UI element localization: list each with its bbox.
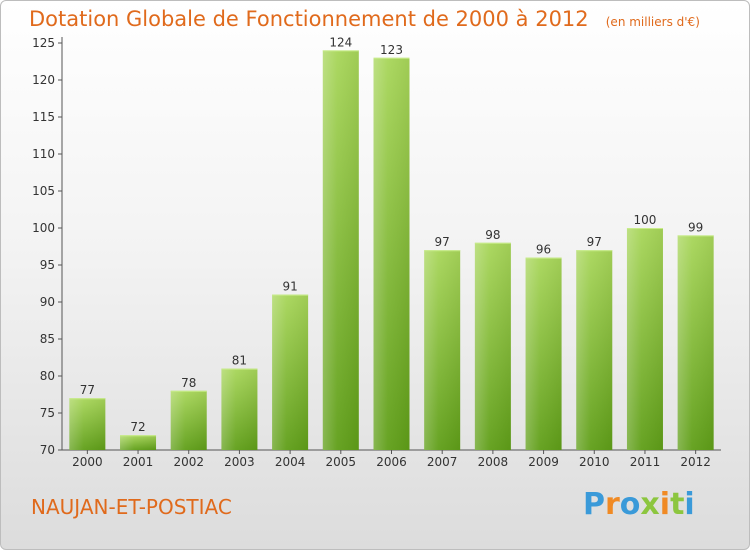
logo-letter: x <box>640 487 660 522</box>
value-label-2001: 72 <box>130 420 145 434</box>
bar-highlight <box>525 257 562 450</box>
bar-highlight <box>120 435 157 450</box>
y-tick-label: 110 <box>32 147 55 161</box>
y-tick-label: 125 <box>32 36 55 50</box>
bar-highlight <box>322 50 359 451</box>
x-tick-label-2001: 2001 <box>123 455 154 469</box>
value-label-2002: 78 <box>181 376 196 390</box>
value-label-2003: 81 <box>232 354 247 368</box>
bar-highlight <box>626 228 663 450</box>
y-tick-label: 70 <box>40 443 55 457</box>
commune-name: NAUJAN-ET-POSTIAC <box>31 495 232 519</box>
logo-letter: i <box>684 487 695 522</box>
value-label-2000: 77 <box>80 383 95 397</box>
x-tick-label-2007: 2007 <box>427 455 458 469</box>
value-label-2008: 98 <box>485 228 500 242</box>
chart-subtitle: (en milliers d'€) <box>605 15 700 29</box>
value-label-2005: 124 <box>329 35 352 49</box>
bar-highlight <box>69 398 106 450</box>
logo-letter: t <box>670 487 685 522</box>
x-tick-label-2009: 2009 <box>528 455 559 469</box>
x-tick-label-2005: 2005 <box>326 455 357 469</box>
bar-highlight <box>373 57 410 451</box>
value-label-2004: 91 <box>282 280 297 294</box>
proxiti-logo: Proxiti <box>583 487 695 522</box>
x-tick-label-2002: 2002 <box>173 455 204 469</box>
axes: 70 75 80 85 90 95 100 105 110 115 120 125 2000 2001 20… <box>32 36 721 469</box>
chart-title: Dotation Globale de Fonctionnement de 20… <box>29 7 589 31</box>
x-tick-label-2000: 2000 <box>72 455 103 469</box>
bars <box>69 50 714 451</box>
value-label-2006: 123 <box>380 43 403 57</box>
y-tick-label: 100 <box>32 221 55 235</box>
logo-letter: r <box>605 487 620 522</box>
x-tick-label-2010: 2010 <box>579 455 610 469</box>
x-tick-label-2004: 2004 <box>275 455 306 469</box>
bar-highlight <box>576 250 613 450</box>
x-tick-label-2012: 2012 <box>680 455 711 469</box>
logo-letter: i <box>659 487 671 522</box>
y-tick-label: 80 <box>40 369 55 383</box>
bar-highlight <box>677 235 714 450</box>
y-tick-label: 115 <box>32 110 55 124</box>
x-tick-label-2011: 2011 <box>630 455 661 469</box>
x-tick-label-2006: 2006 <box>376 455 407 469</box>
y-tick-label: 105 <box>32 184 55 198</box>
x-tick-label-2003: 2003 <box>224 455 255 469</box>
logo-letter: o <box>619 487 641 522</box>
y-tick-label: 85 <box>40 332 55 346</box>
value-labels: 77 72 78 81 91 124 123 97 98 96 97 100 99 <box>80 35 704 434</box>
title-row: Dotation Globale de Fonctionnement de 20… <box>29 7 700 31</box>
bar-highlight <box>474 242 511 450</box>
bar-highlight <box>221 368 258 450</box>
bar-highlight <box>272 294 309 450</box>
bar-highlight <box>424 250 461 450</box>
value-label-2007: 97 <box>435 235 450 249</box>
bar-highlight <box>170 390 207 450</box>
value-label-2011: 100 <box>634 213 657 227</box>
y-tick-label: 95 <box>40 258 55 272</box>
value-label-2012: 99 <box>688 220 703 234</box>
y-tick-label: 75 <box>40 406 55 420</box>
y-tick-label: 90 <box>40 295 55 309</box>
x-tick-label-2008: 2008 <box>478 455 509 469</box>
value-label-2009: 96 <box>536 243 551 257</box>
value-label-2010: 97 <box>587 235 602 249</box>
y-tick-label: 120 <box>32 73 55 87</box>
logo-letter: P <box>583 487 605 522</box>
